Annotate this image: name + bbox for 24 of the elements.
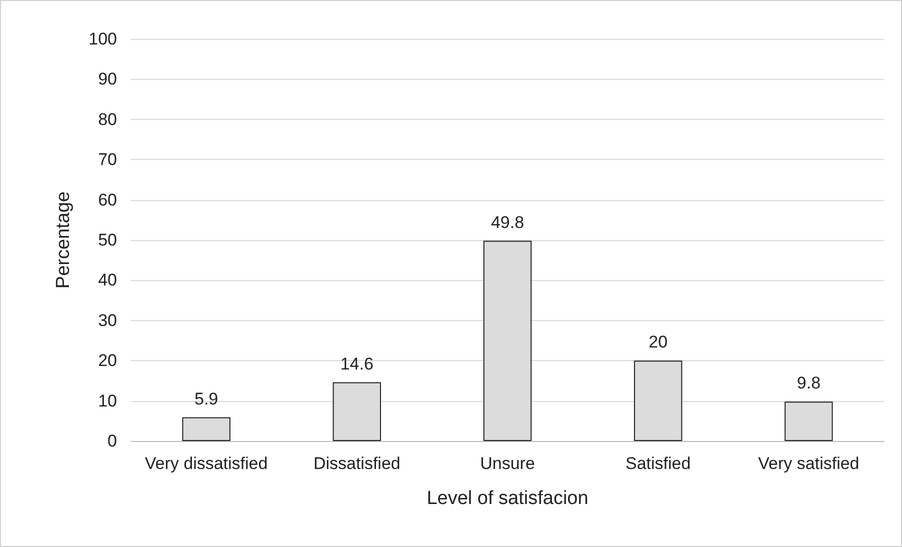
data-label: 14.6 [340, 354, 374, 374]
x-axis-title: Level of satisfacion [426, 488, 588, 509]
data-label: 49.8 [490, 212, 524, 232]
y-tick-label: 10 [98, 391, 117, 410]
data-label: 5.9 [194, 389, 218, 408]
x-tick-label: Dissatisfied [313, 454, 400, 473]
y-tick-label: 30 [98, 310, 117, 330]
y-tick-label: 100 [88, 30, 117, 48]
y-tick-label: 80 [98, 110, 117, 129]
y-tick-label: 40 [98, 270, 117, 290]
y-tick-label: 90 [98, 70, 117, 89]
x-tick-label: Very satisfied [758, 454, 860, 473]
data-label: 20 [648, 332, 668, 352]
y-tick-label: 0 [108, 432, 117, 450]
x-tick-label: Very dissatisfied [144, 454, 268, 473]
y-tick-label: 60 [98, 190, 117, 210]
bar [182, 417, 230, 441]
y-tick-label: 70 [98, 150, 117, 170]
y-tick-label: 20 [98, 351, 117, 370]
x-tick-label: Satisfied [626, 454, 691, 473]
data-label: 9.8 [796, 374, 821, 393]
x-tick-label: Unsure [480, 454, 535, 473]
y-tick-label: 50 [98, 230, 117, 250]
y-axis-title: Percentage [53, 191, 74, 289]
